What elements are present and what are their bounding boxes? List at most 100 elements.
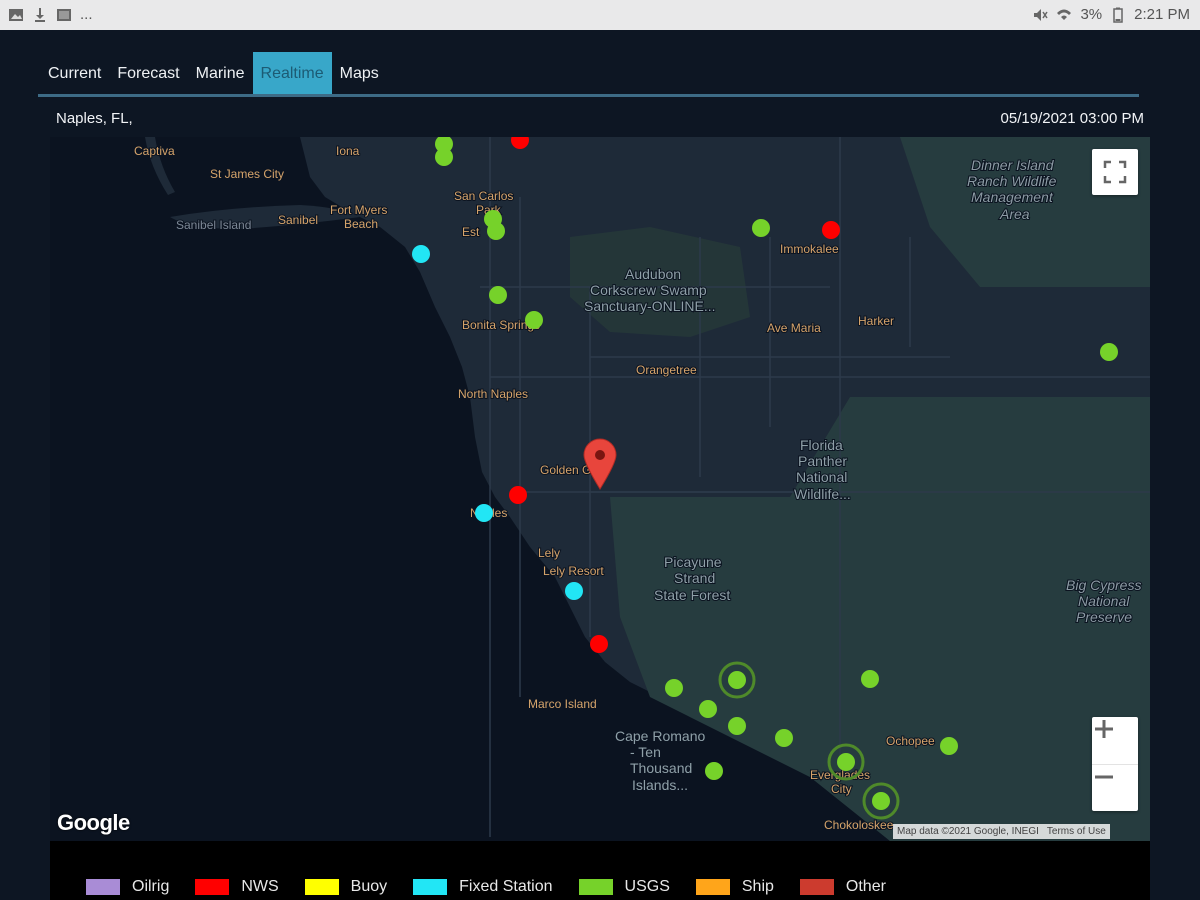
zoom-in-button[interactable] xyxy=(1092,717,1138,764)
map-label: Sanibel Island xyxy=(176,218,251,232)
map-label: City xyxy=(831,782,852,796)
station-marker-usgs[interactable] xyxy=(435,148,453,166)
map-label: Iona xyxy=(336,144,360,158)
station-marker-usgs[interactable] xyxy=(872,792,890,810)
station-marker-usgs[interactable] xyxy=(435,137,453,153)
map-place-labels: Captiva St James City Iona Sanibel Island Sa… xyxy=(133,143,1142,833)
station-marker-usgs[interactable] xyxy=(752,219,770,237)
wifi-icon xyxy=(1057,9,1072,20)
legend-label: Buoy xyxy=(350,878,388,895)
map-label: Audubon xyxy=(625,266,681,282)
tab-maps[interactable]: Maps xyxy=(339,65,379,82)
station-highlight-ring xyxy=(862,782,900,820)
minus-icon xyxy=(1095,775,1113,779)
map-label: State Forest xyxy=(654,587,730,603)
clock: 2:21 PM xyxy=(1134,6,1190,23)
station-map[interactable]: Captiva St James City Iona Sanibel Island Sa… xyxy=(50,137,1150,841)
station-marker-usgs[interactable] xyxy=(728,717,746,735)
download-icon xyxy=(35,7,45,22)
station-marker-fixed-station[interactable] xyxy=(412,245,430,263)
map-roads xyxy=(480,137,1150,837)
station-marker-nws[interactable] xyxy=(590,635,608,653)
station-marker-usgs[interactable] xyxy=(728,671,746,689)
station-marker-usgs[interactable] xyxy=(489,286,507,304)
legend-item-fixed-station: Fixed Station xyxy=(413,878,553,896)
station-marker-usgs[interactable] xyxy=(525,311,543,329)
map-label: Area xyxy=(999,206,1030,222)
station-marker-usgs[interactable] xyxy=(837,753,855,771)
map-island-captiva xyxy=(145,137,175,195)
map-label: San Carlos xyxy=(454,189,513,203)
legend-swatch xyxy=(413,879,448,895)
station-marker-usgs[interactable] xyxy=(487,222,505,240)
map-label: Est xyxy=(462,225,480,239)
tab-forecast[interactable]: Forecast xyxy=(117,65,180,82)
plus-icon xyxy=(1095,720,1113,738)
legend-label: USGS xyxy=(624,878,670,895)
location-pin-icon[interactable] xyxy=(583,438,617,490)
map-station-markers xyxy=(412,137,1118,820)
station-marker-usgs[interactable] xyxy=(940,737,958,755)
map-label: St James City xyxy=(210,167,284,181)
station-marker-fixed-station[interactable] xyxy=(475,504,493,522)
station-marker-usgs[interactable] xyxy=(665,679,683,697)
image-icon xyxy=(9,8,23,21)
legend-swatch xyxy=(86,879,120,895)
station-marker-nws[interactable] xyxy=(822,221,840,239)
map-label: - Ten xyxy=(630,744,661,760)
map-label: Lely Resort xyxy=(543,564,604,578)
map-label: Bonita Springs xyxy=(462,318,540,332)
map-label: Dinner Island xyxy=(971,157,1055,173)
station-marker-usgs[interactable] xyxy=(705,762,723,780)
zoom-out-button[interactable] xyxy=(1092,764,1138,811)
map-label: Immokalee xyxy=(780,242,839,256)
station-marker-fixed-station[interactable] xyxy=(565,582,583,600)
zoom-controls xyxy=(1092,717,1138,811)
legend-swatch xyxy=(578,879,613,895)
map-park-dinner-island xyxy=(900,137,1150,287)
station-marker-usgs[interactable] xyxy=(775,729,793,747)
legend-swatch xyxy=(195,879,230,895)
legend-swatch xyxy=(304,879,339,895)
legend-item-ship: Ship xyxy=(695,878,774,896)
map-label: Sanibel xyxy=(278,213,318,227)
station-marker-usgs[interactable] xyxy=(861,670,879,688)
map-label: Florida xyxy=(800,437,843,453)
map-label: Orangetree xyxy=(636,363,697,377)
terms-of-use-link[interactable]: Terms of Use xyxy=(1046,826,1106,837)
tab-current[interactable]: Current xyxy=(48,65,102,82)
tab-divider xyxy=(38,94,1139,97)
legend-swatch xyxy=(695,879,730,895)
fullscreen-button[interactable] xyxy=(1092,149,1138,195)
station-marker-usgs[interactable] xyxy=(699,700,717,718)
tab-marine[interactable]: Marine xyxy=(195,65,245,82)
legend-label: Ship xyxy=(741,878,774,895)
tab-bar: Current Forecast Marine Realtime Maps xyxy=(40,52,387,96)
map-attribution: Map data ©2021 Google, INEGI Terms of Us… xyxy=(893,824,1110,839)
map-label: Cape Romano xyxy=(615,728,705,744)
map-label: Islands... xyxy=(632,777,688,793)
map-canvas[interactable]: Captiva St James City Iona Sanibel Island Sa… xyxy=(50,137,1150,841)
station-marker-nws[interactable] xyxy=(511,137,529,149)
map-label: Ave Maria xyxy=(767,321,821,335)
legend-label: Fixed Station xyxy=(459,878,553,895)
legend-item-oilrig: Oilrig xyxy=(86,878,169,896)
map-label: Corkscrew Swamp xyxy=(590,282,707,298)
tab-realtime[interactable]: Realtime xyxy=(252,52,332,96)
legend-item-other: Other xyxy=(799,878,886,896)
station-marker-usgs[interactable] xyxy=(1100,343,1118,361)
photo-icon xyxy=(57,8,71,21)
station-highlight-ring xyxy=(827,743,865,781)
station-marker-nws[interactable] xyxy=(509,486,527,504)
status-bar: ... 3% 2:21 PM xyxy=(0,0,1200,30)
map-label: Preserve xyxy=(1076,609,1132,625)
legend-item-nws: NWS xyxy=(195,878,279,896)
map-park-corkscrew xyxy=(570,227,750,337)
google-logo: Google xyxy=(57,810,130,835)
map-label: Fort Myers xyxy=(330,203,387,217)
map-label: Big Cypress xyxy=(1066,577,1141,593)
battery-percent: 3% xyxy=(1080,6,1103,23)
map-label: Ranch Wildlife xyxy=(967,173,1057,189)
map-label: Picayune xyxy=(664,554,722,570)
